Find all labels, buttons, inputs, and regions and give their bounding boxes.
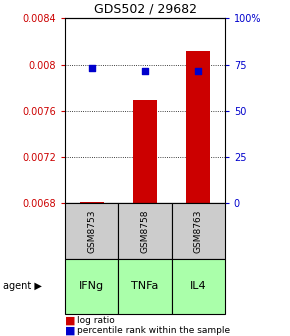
Title: GDS502 / 29682: GDS502 / 29682 (93, 3, 197, 16)
Bar (118, 203, 172, 259)
Bar (65, 203, 118, 259)
Text: ■: ■ (65, 326, 76, 336)
Bar (118, 259, 172, 314)
Text: percentile rank within the sample: percentile rank within the sample (77, 327, 230, 335)
Bar (172, 259, 225, 314)
Point (143, 69, 147, 74)
Text: agent ▶: agent ▶ (3, 282, 42, 291)
Bar (133, 100, 157, 203)
Bar (65, 259, 118, 314)
Bar (172, 203, 225, 259)
Text: GSM8763: GSM8763 (194, 209, 203, 253)
Point (90, 66, 94, 71)
Text: IFNg: IFNg (79, 282, 104, 291)
Text: IL4: IL4 (190, 282, 206, 291)
Text: GSM8758: GSM8758 (140, 209, 150, 253)
Bar (80, 202, 104, 203)
Text: TNFa: TNFa (131, 282, 159, 291)
Text: log ratio: log ratio (77, 317, 115, 325)
Bar (186, 51, 210, 203)
Text: GSM8753: GSM8753 (87, 209, 96, 253)
Point (196, 69, 200, 74)
Text: ■: ■ (65, 316, 76, 326)
